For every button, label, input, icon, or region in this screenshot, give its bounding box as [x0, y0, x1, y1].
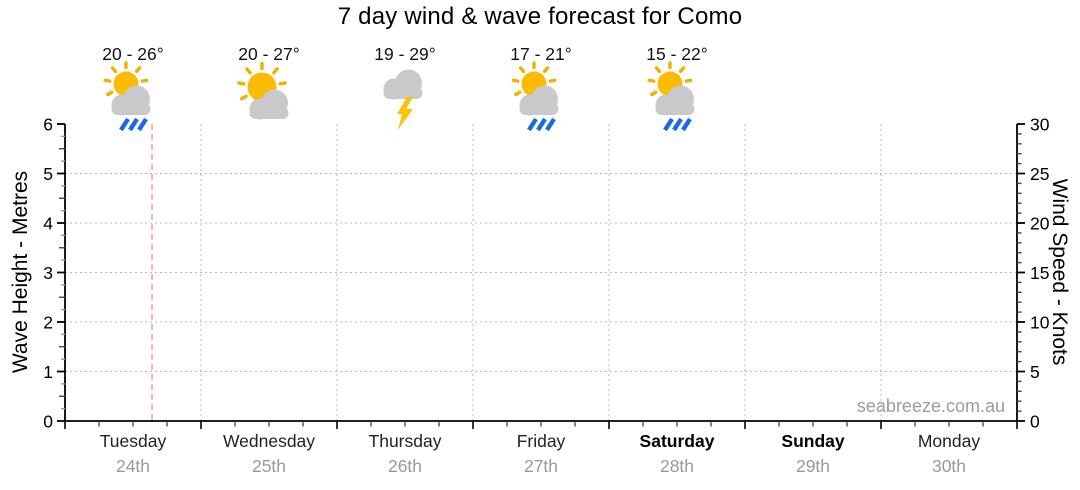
temperature-range-label: 20 - 26° [102, 44, 163, 64]
temperature-range-label: 17 - 21° [510, 44, 571, 64]
sun-ray [237, 81, 246, 86]
sun-ray [239, 94, 248, 101]
sun-ray [678, 66, 686, 74]
sun-ray [647, 78, 656, 83]
wave-axis-tick-label: 4 [43, 213, 53, 233]
sun-cloud-rain-icon [647, 61, 695, 132]
sun-ray [110, 66, 118, 74]
rain-streak [128, 117, 139, 132]
temperature-range-label: 15 - 22° [646, 44, 707, 64]
sun-ray [272, 67, 279, 75]
storm-icon [383, 69, 423, 130]
wave-axis-tick-label: 3 [43, 263, 53, 283]
date-label: 28th [660, 456, 694, 476]
sun-ray [684, 78, 693, 83]
sun-ray [106, 90, 114, 97]
day-label: Sunday [781, 431, 844, 451]
wave-axis-tick-label: 1 [43, 362, 53, 382]
date-label: 24th [116, 456, 150, 476]
sun-cloud-rain-icon [103, 61, 151, 132]
sun-ray [103, 78, 112, 83]
sun-ray [650, 90, 658, 97]
wave-axis-tick-label: 6 [43, 114, 53, 134]
day-label: Wednesday [223, 431, 315, 451]
wave-axis-tick-label: 2 [43, 312, 53, 332]
cloud-base [249, 107, 289, 119]
temperature-range-label: 19 - 29° [374, 44, 435, 64]
day-label: Monday [918, 431, 981, 451]
wind-axis-tick-label: 25 [1030, 164, 1049, 184]
sun-cloud-rain-icon [511, 61, 559, 132]
wind-axis-tick-label: 0 [1030, 411, 1040, 431]
day-label: Saturday [640, 431, 715, 451]
rain-streak [527, 117, 538, 132]
cloud-base [111, 103, 151, 115]
sun-ray [518, 66, 526, 74]
wind-axis-tick-label: 15 [1030, 263, 1049, 283]
date-label: 29th [796, 456, 830, 476]
rain-streak [545, 117, 556, 132]
sun-ray [548, 78, 557, 83]
date-label: 26th [388, 456, 422, 476]
wind-axis-tick-label: 10 [1030, 312, 1050, 332]
cloud-base [519, 103, 559, 115]
sun-ray [278, 81, 287, 86]
wave-axis-tick-label: 5 [43, 164, 53, 184]
day-label: Tuesday [100, 431, 167, 451]
rain-streak [536, 117, 547, 132]
cloud-base [383, 87, 423, 99]
wind-axis-tick-label: 20 [1030, 213, 1050, 233]
date-label: 30th [932, 456, 966, 476]
sun-ray [134, 66, 142, 74]
day-label: Friday [517, 431, 566, 451]
sun-ray [245, 67, 252, 75]
temperature-range-label: 20 - 27° [238, 44, 299, 64]
watermark: seabreeze.com.au [856, 396, 1005, 416]
sun-ray [511, 78, 520, 83]
cloud-base [655, 103, 695, 115]
day-label: Thursday [369, 431, 442, 451]
rain-streak [137, 117, 148, 132]
sun-cloud-icon [237, 61, 289, 120]
rain-streak [672, 117, 683, 132]
wave-axis-tick-label: 0 [43, 411, 53, 431]
rain-streak [119, 117, 130, 132]
date-label: 27th [524, 456, 558, 476]
lightning-bolt [397, 97, 413, 130]
wind-axis-tick-label: 30 [1030, 114, 1050, 134]
rain-streak [663, 117, 674, 132]
rain-streak [681, 117, 692, 132]
sun-ray [542, 66, 550, 74]
sun-ray [140, 78, 149, 83]
page-title: 7 day wind & wave forecast for Como [337, 3, 743, 30]
date-label: 25th [252, 456, 286, 476]
sun-ray [514, 90, 522, 97]
wind-axis-tick-label: 5 [1030, 362, 1040, 382]
sun-ray [654, 66, 662, 74]
